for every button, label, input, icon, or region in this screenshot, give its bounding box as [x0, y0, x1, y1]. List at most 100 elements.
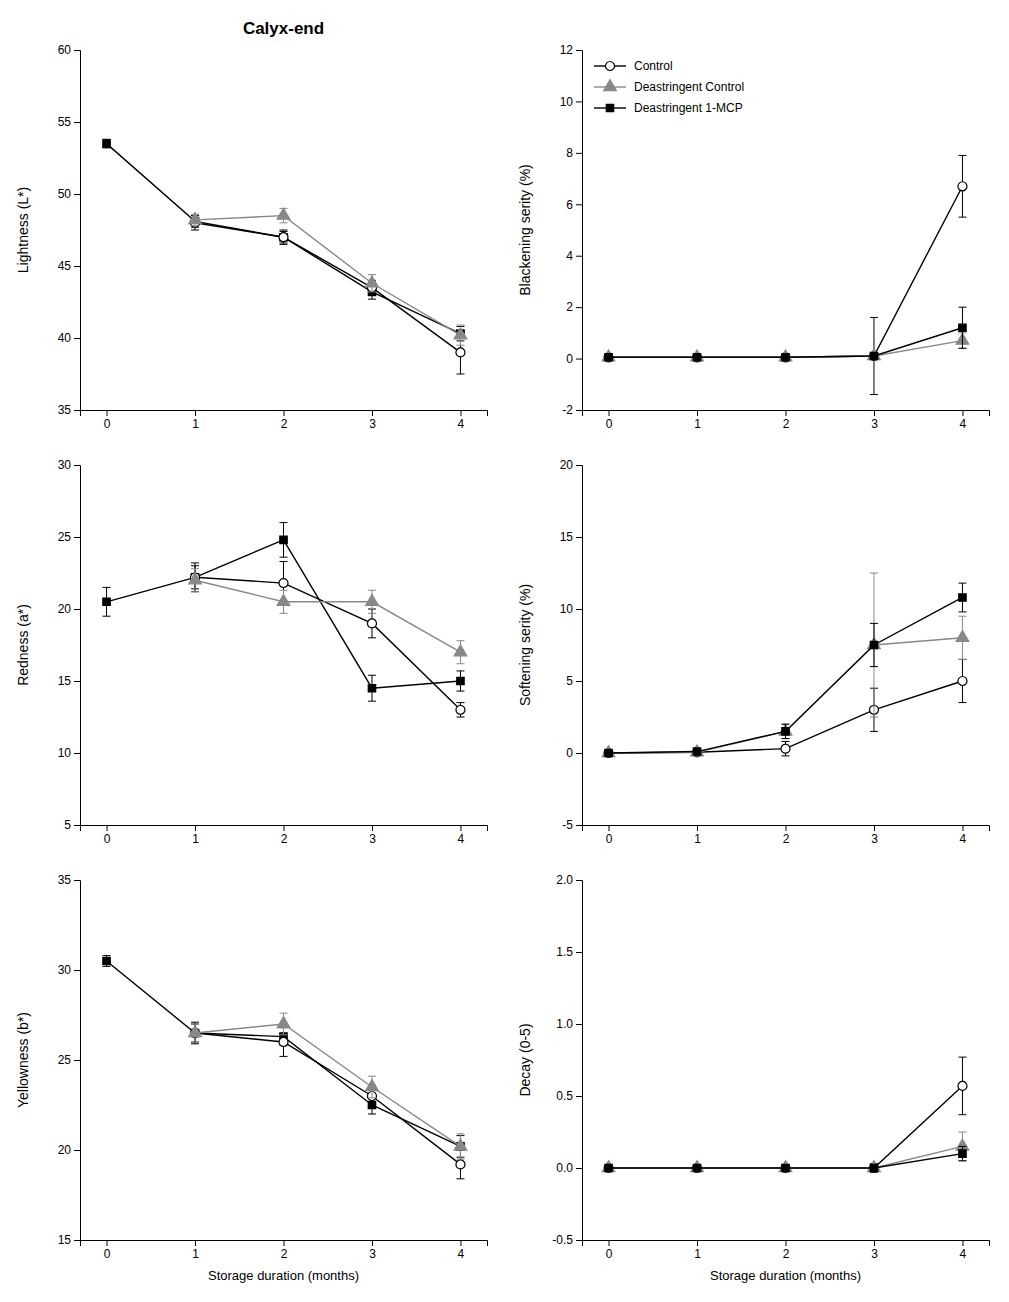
error-bar	[870, 317, 878, 394]
series	[191, 216, 465, 374]
point	[958, 676, 967, 685]
tick-label: 1	[192, 832, 199, 846]
point	[868, 1161, 881, 1172]
tick: 0	[566, 746, 582, 760]
tick: 1	[192, 825, 199, 846]
tick: 1	[192, 1240, 199, 1261]
error-bar	[368, 675, 376, 701]
x-axis: 01234	[583, 410, 990, 431]
series	[189, 208, 467, 345]
tick-label: 1	[192, 1247, 199, 1261]
tick-mark	[372, 410, 373, 416]
plot-area	[602, 155, 969, 394]
tick-mark	[786, 825, 787, 831]
tick-mark	[74, 465, 80, 466]
tick: 35	[58, 873, 80, 887]
error-bar	[782, 724, 790, 738]
series	[605, 1146, 967, 1171]
tick: 3	[369, 410, 376, 431]
tick-mark	[576, 825, 582, 826]
tick-label: 4	[458, 832, 465, 846]
tick: 0	[606, 825, 613, 846]
y-axis: 354045505560	[58, 43, 81, 417]
point	[368, 684, 375, 691]
tick-label: 15	[58, 674, 72, 688]
point	[693, 1164, 700, 1171]
point	[693, 748, 700, 755]
point	[277, 1017, 290, 1028]
legend-marker	[606, 104, 613, 111]
tick: 2.0	[556, 873, 582, 887]
point	[456, 1160, 465, 1169]
series-line	[107, 540, 461, 688]
tick-mark	[460, 410, 461, 416]
tick-label: 0.5	[556, 1089, 573, 1103]
tick-label: 35	[58, 403, 72, 417]
point	[457, 677, 464, 684]
tick: 1.0	[556, 1017, 582, 1031]
tick: 10	[58, 746, 80, 760]
figure: 01234354045505560Calyx-endLightness (L*)…	[0, 0, 1009, 1302]
tick: 0	[104, 1240, 111, 1261]
tick: 45	[58, 259, 80, 273]
legend-label: Deastringent 1-MCP	[634, 101, 743, 115]
point	[456, 705, 465, 714]
tick-mark	[107, 1240, 108, 1246]
title: Calyx-end	[243, 19, 324, 38]
tick-mark	[697, 410, 698, 416]
point	[103, 957, 110, 964]
panel: 0123451015202530Redness (a*)	[15, 458, 488, 845]
tick: 1	[694, 1240, 701, 1261]
tick-mark	[576, 204, 582, 205]
tick: 2	[783, 410, 790, 431]
tick-label: 0	[104, 832, 111, 846]
tick: -0.5	[552, 1233, 582, 1247]
error-bar	[958, 659, 966, 702]
tick-label: 2	[783, 1247, 790, 1261]
tick: 50	[58, 187, 80, 201]
tick: 0.5	[556, 1089, 582, 1103]
tick-label: 3	[871, 832, 878, 846]
tick-mark	[74, 753, 80, 754]
tick-mark	[74, 338, 80, 339]
tick-mark	[697, 825, 698, 831]
tick-mark	[74, 266, 80, 267]
axis-line	[583, 826, 990, 832]
tick-label: -5	[562, 818, 573, 832]
series	[191, 561, 465, 717]
tick: 8	[566, 146, 582, 160]
point	[366, 594, 379, 605]
tick: 1	[694, 825, 701, 846]
point	[781, 1163, 790, 1172]
series	[103, 956, 465, 1158]
legend-label: Deastringent Control	[634, 80, 744, 94]
x-axis-title: Storage duration (months)	[208, 1268, 359, 1283]
axis-line	[81, 411, 488, 417]
panel: 01234354045505560Calyx-endLightness (L*)	[15, 19, 488, 431]
point	[454, 1139, 467, 1150]
point	[693, 1163, 702, 1172]
tick: 10	[560, 95, 582, 109]
tick-label: 12	[560, 43, 574, 57]
plot-area	[103, 139, 467, 374]
tick-mark	[372, 825, 373, 831]
point	[869, 351, 878, 360]
series	[103, 523, 465, 702]
point	[870, 641, 877, 648]
tick-mark	[609, 410, 610, 416]
panel: 012341520253035Yellowness (b*)Storage du…	[15, 873, 488, 1283]
axis-line	[576, 466, 583, 826]
axis-line	[583, 411, 990, 417]
series	[189, 569, 467, 664]
y-axis: 51015202530	[58, 458, 81, 832]
legend-item: Deastringent 1-MCP	[594, 101, 743, 115]
tick-label: 15	[58, 1233, 72, 1247]
tick: 2	[281, 1240, 288, 1261]
tick: 3	[871, 825, 878, 846]
series	[604, 659, 967, 757]
tick: 35	[58, 403, 80, 417]
tick-label: 1	[694, 417, 701, 431]
y-axis: -505101520	[560, 458, 583, 832]
x-axis: 01234	[81, 1240, 488, 1261]
tick-label: 35	[58, 873, 72, 887]
